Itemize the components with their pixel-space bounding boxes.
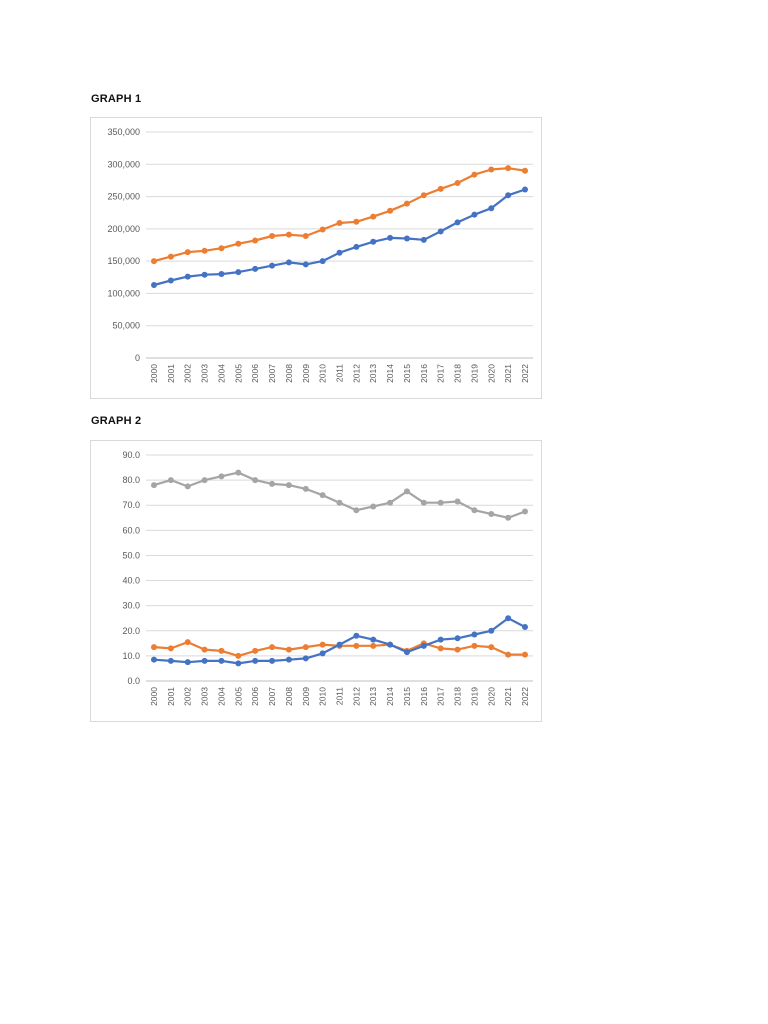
svg-text:2002: 2002: [183, 364, 193, 383]
graph1-plot-area: 0 50,000 100,000 150,000 200,000 250,000 300,0…: [107, 127, 533, 383]
svg-text:2010: 2010: [318, 364, 328, 383]
svg-text:200,000: 200,000: [107, 224, 140, 234]
svg-text:2007: 2007: [267, 364, 277, 383]
svg-text:2004: 2004: [216, 687, 226, 706]
svg-text:2012: 2012: [351, 364, 361, 383]
svg-text:2004: 2004: [216, 364, 226, 383]
svg-text:0.0: 0.0: [127, 676, 140, 686]
svg-text:2006: 2006: [250, 364, 260, 383]
svg-text:20.0: 20.0: [122, 626, 140, 636]
svg-text:2022: 2022: [520, 687, 530, 706]
svg-text:50.0: 50.0: [122, 550, 140, 560]
svg-text:40.0: 40.0: [122, 576, 140, 586]
svg-text:70.0: 70.0: [122, 500, 140, 510]
svg-text:2000: 2000: [149, 687, 159, 706]
svg-text:0: 0: [135, 353, 140, 363]
svg-text:60.0: 60.0: [122, 525, 140, 535]
graph2-chart: 0.0 10.0 20.0 30.0 40.0 50.0 60.0 70.0 80.0 90.0 2…: [90, 440, 542, 722]
svg-text:2013: 2013: [368, 364, 378, 383]
svg-text:2000: 2000: [149, 364, 159, 383]
svg-text:2002: 2002: [183, 687, 193, 706]
svg-text:2003: 2003: [200, 364, 210, 383]
graph1-title: GRAPH 1: [91, 93, 142, 105]
svg-text:2012: 2012: [351, 687, 361, 706]
svg-text:2009: 2009: [301, 364, 311, 383]
svg-text:2009: 2009: [301, 687, 311, 706]
svg-text:2005: 2005: [233, 687, 243, 706]
svg-text:2013: 2013: [368, 687, 378, 706]
svg-text:2021: 2021: [503, 364, 513, 383]
svg-text:2017: 2017: [436, 364, 446, 383]
svg-text:2016: 2016: [419, 687, 429, 706]
svg-text:2008: 2008: [284, 364, 294, 383]
svg-text:2008: 2008: [284, 687, 294, 706]
svg-text:2001: 2001: [166, 687, 176, 706]
svg-text:2019: 2019: [469, 687, 479, 706]
svg-text:2022: 2022: [520, 364, 530, 383]
graph1-chart: 0 50,000 100,000 150,000 200,000 250,000 300,0…: [90, 117, 542, 399]
svg-text:2001: 2001: [166, 364, 176, 383]
svg-text:150,000: 150,000: [107, 256, 140, 266]
svg-text:80.0: 80.0: [122, 475, 140, 485]
svg-text:2017: 2017: [436, 687, 446, 706]
svg-text:2019: 2019: [469, 364, 479, 383]
svg-text:2021: 2021: [503, 687, 513, 706]
svg-text:2014: 2014: [385, 364, 395, 383]
svg-text:2020: 2020: [486, 364, 496, 383]
svg-text:2015: 2015: [402, 687, 412, 706]
svg-text:50,000: 50,000: [112, 321, 140, 331]
svg-text:90.0: 90.0: [122, 450, 140, 460]
svg-text:2011: 2011: [335, 687, 345, 706]
svg-text:2007: 2007: [267, 687, 277, 706]
svg-text:2014: 2014: [385, 687, 395, 706]
svg-text:2015: 2015: [402, 364, 412, 383]
svg-text:250,000: 250,000: [107, 192, 140, 202]
svg-text:350,000: 350,000: [107, 127, 140, 137]
svg-text:2020: 2020: [486, 687, 496, 706]
svg-text:2005: 2005: [233, 364, 243, 383]
svg-text:10.0: 10.0: [122, 651, 140, 661]
svg-text:2018: 2018: [453, 687, 463, 706]
svg-text:2018: 2018: [453, 364, 463, 383]
svg-text:2010: 2010: [318, 687, 328, 706]
svg-text:2006: 2006: [250, 687, 260, 706]
svg-text:30.0: 30.0: [122, 601, 140, 611]
svg-text:2011: 2011: [335, 364, 345, 383]
graph2-plot-area: 0.0 10.0 20.0 30.0 40.0 50.0 60.0 70.0 80.0 90.0 2…: [122, 450, 533, 706]
svg-text:100,000: 100,000: [107, 288, 140, 298]
svg-text:2003: 2003: [200, 687, 210, 706]
graph2-title: GRAPH 2: [91, 415, 142, 427]
svg-text:2016: 2016: [419, 364, 429, 383]
svg-text:300,000: 300,000: [107, 159, 140, 169]
